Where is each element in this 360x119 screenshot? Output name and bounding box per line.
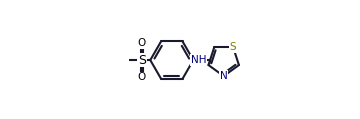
Text: NH: NH — [190, 55, 206, 65]
Text: S: S — [138, 54, 146, 67]
Text: N: N — [220, 71, 228, 81]
Text: O: O — [138, 72, 146, 82]
Text: S: S — [230, 42, 237, 52]
Text: O: O — [138, 38, 146, 48]
